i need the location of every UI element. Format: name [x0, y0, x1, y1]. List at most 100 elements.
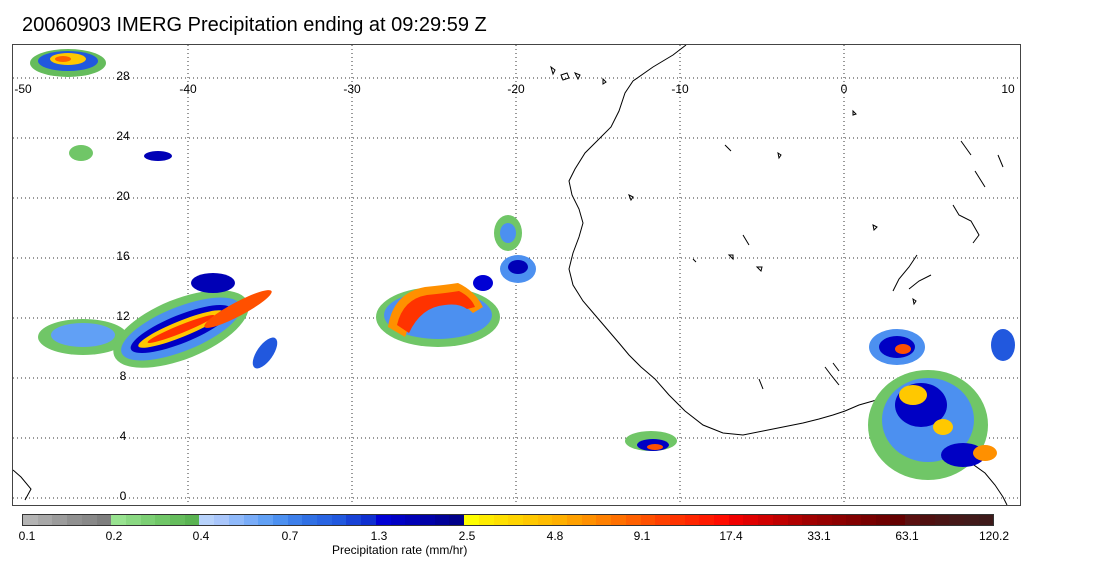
colorbar-swatch [669, 515, 685, 525]
rain-cell [473, 275, 493, 291]
precipitation-map: -50 -40 -30 -20 -10 0 10 28 24 20 16 12 … [12, 44, 1021, 506]
lat-tick-label: 28 [116, 69, 130, 83]
colorbar-swatch [37, 515, 53, 525]
colorbar-swatch [640, 515, 656, 525]
colorbar-swatch [816, 515, 832, 525]
colorbar-swatch [728, 515, 744, 525]
graticule [13, 45, 1020, 505]
colorbar-swatch [375, 515, 391, 525]
colorbar-swatch [214, 515, 229, 525]
colorbar-swatch [493, 515, 509, 525]
colorbar-swatch [758, 515, 773, 525]
colorbar-swatch [552, 515, 568, 525]
rain-cell [69, 145, 93, 161]
colorbar-swatch [390, 515, 406, 525]
lon-tick-label: -10 [671, 82, 689, 96]
colorbar-swatch [802, 515, 817, 525]
precipitation-colorbar [22, 514, 994, 526]
colorbar-tick-label: 2.5 [458, 529, 476, 543]
colorbar-swatch [125, 515, 141, 525]
colorbar-swatch [964, 515, 979, 525]
colorbar-swatch [508, 515, 523, 525]
rain-cell [144, 151, 172, 161]
colorbar-swatch [655, 515, 670, 525]
rain-cell [397, 291, 475, 333]
colorbar-swatch [699, 515, 715, 525]
lat-tick-label: 12 [116, 309, 130, 323]
colorbar-swatch [846, 515, 862, 525]
colorbar-tick-label: 63.1 [895, 529, 919, 543]
colorbar-tick-label: 4.8 [546, 529, 564, 543]
precipitation-cells [30, 49, 1015, 480]
colorbar-swatch [96, 515, 112, 525]
lat-tick-label: 0 [119, 489, 127, 503]
rain-cell [147, 315, 215, 343]
colorbar-swatch [23, 515, 38, 525]
colorbar-swatch [567, 515, 582, 525]
colorbar-swatch [905, 515, 920, 525]
colorbar-swatch [611, 515, 626, 525]
colorbar-swatch [361, 515, 376, 525]
colorbar-swatch [581, 515, 597, 525]
colorbar-title: Precipitation rate (mm/hr) [332, 543, 468, 557]
rain-cell [941, 443, 985, 467]
colorbar-swatch [890, 515, 906, 525]
colorbar-swatch [478, 515, 494, 525]
map-canvas [13, 45, 1020, 505]
colorbar-swatch [743, 515, 759, 525]
colorbar-tick-label: 9.1 [633, 529, 651, 543]
colorbar-swatch [434, 515, 450, 525]
colorbar-swatch [331, 515, 347, 525]
colorbar-swatch [684, 515, 700, 525]
colorbar-tick-label: 33.1 [807, 529, 831, 543]
rain-cell [51, 323, 115, 347]
colorbar-swatch [537, 515, 553, 525]
colorbar-swatch [272, 515, 288, 525]
rain-cell [933, 419, 953, 435]
colorbar-swatch [625, 515, 641, 525]
colorbar-swatch [67, 515, 82, 525]
rain-cell [55, 56, 71, 62]
colorbar-swatch [449, 515, 465, 525]
lon-tick-label: -20 [507, 82, 525, 96]
rain-cell [895, 344, 911, 354]
colorbar-swatch [184, 515, 200, 525]
colorbar-tick-label: 120.2 [978, 529, 1010, 543]
colorbar-tick-label: 0.1 [18, 529, 36, 543]
colorbar-swatch [228, 515, 244, 525]
lat-tick-label: 4 [119, 429, 127, 443]
colorbar-swatch [52, 515, 68, 525]
colorbar-swatch [111, 515, 126, 525]
rain-cell [500, 223, 516, 243]
rain-cell [973, 445, 997, 461]
colorbar-swatch [875, 515, 891, 525]
colorbar-swatch [317, 515, 332, 525]
colorbar-swatch [140, 515, 156, 525]
colorbar-swatch [243, 515, 259, 525]
colorbar-swatch [831, 515, 847, 525]
colorbar-swatch [919, 515, 935, 525]
colorbar-swatch [155, 515, 171, 525]
small-islands [550, 65, 917, 306]
rain-cell [508, 260, 528, 274]
lon-tick-label: -30 [343, 82, 361, 96]
colorbar-tick-label: 0.7 [281, 529, 299, 543]
rain-cell [899, 385, 927, 405]
colorbar-swatch [787, 515, 803, 525]
map-title: 20060903 IMERG Precipitation ending at 0… [22, 14, 487, 36]
lat-tick-label: 8 [119, 369, 127, 383]
lon-tick-label: -40 [179, 82, 197, 96]
colorbar-swatch [772, 515, 788, 525]
colorbar-swatch [287, 515, 303, 525]
colorbar-swatch [596, 515, 612, 525]
colorbar-tick-label: 0.2 [105, 529, 123, 543]
lon-tick-label: 10 [1001, 82, 1015, 96]
lon-tick-label: 0 [840, 82, 848, 96]
colorbar-swatch [170, 515, 185, 525]
colorbar-swatch [405, 515, 420, 525]
colorbar-swatch [419, 515, 435, 525]
lat-tick-label: 20 [116, 189, 130, 203]
rain-cell [191, 273, 235, 293]
colorbar-swatch [861, 515, 876, 525]
rain-cell [991, 329, 1015, 361]
